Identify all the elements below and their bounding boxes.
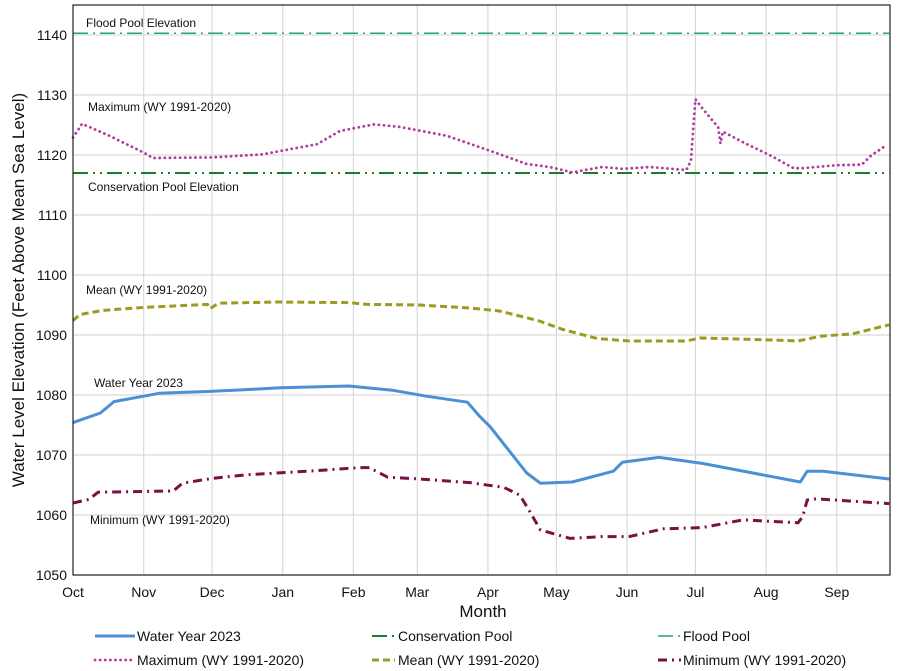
series-line-maximum-wy-1991-2020 xyxy=(71,97,889,174)
x-tick-label: Mar xyxy=(405,584,429,600)
y-tick-label: 1130 xyxy=(37,87,67,103)
y-tick-label: 1110 xyxy=(38,207,67,223)
x-tick-label: May xyxy=(543,584,569,600)
legend: Water Year 2023 Conservation Pool Flood … xyxy=(93,628,846,668)
x-tick-label: Dec xyxy=(200,584,225,600)
y-tick-label: 1070 xyxy=(36,447,67,463)
series-line-minimum-wy-1991-2020 xyxy=(72,466,890,540)
legend-label: Conservation Pool xyxy=(398,628,512,644)
annotation-water-year-2023: Water Year 2023 xyxy=(94,376,183,390)
y-tick-label: 1090 xyxy=(36,327,67,343)
x-tick-labels: Oct Nov Dec Jan Feb Mar Apr May Jun Jul Aug Sep xyxy=(62,584,849,600)
x-tick-label: Sep xyxy=(824,584,849,600)
y-axis-label: Water Level Elevation (Feet Above Mean S… xyxy=(9,93,28,487)
legend-item-minimum: Minimum (WY 1991-2020) xyxy=(658,652,846,668)
x-tick-label: Aug xyxy=(754,584,779,600)
series-line-mean-wy-1991-2020 xyxy=(72,300,890,343)
y-tick-label: 1100 xyxy=(37,267,67,283)
annotation-minimum: Minimum (WY 1991-2020) xyxy=(90,513,230,527)
plot-frame xyxy=(72,4,891,576)
legend-item-flood-pool: Flood Pool xyxy=(658,628,750,644)
x-tick-label: Jun xyxy=(616,584,639,600)
annotation-flood-pool: Flood Pool Elevation xyxy=(86,16,196,30)
legend-item-conservation-pool: Conservation Pool xyxy=(372,628,512,644)
annotation-mean: Mean (WY 1991-2020) xyxy=(86,283,207,297)
legend-label: Maximum (WY 1991-2020) xyxy=(137,652,304,668)
y-tick-label: 1060 xyxy=(36,507,67,523)
gridlines xyxy=(73,5,890,576)
legend-item-water-year-2023: Water Year 2023 xyxy=(95,628,241,644)
legend-label: Mean (WY 1991-2020) xyxy=(398,652,539,668)
y-tick-labels: 1050 1060 1070 1080 1090 1100 1110 1120 1130 1140 xyxy=(36,27,67,583)
y-tick-label: 1120 xyxy=(37,147,67,163)
x-axis-label: Month xyxy=(459,602,506,621)
legend-label: Water Year 2023 xyxy=(137,628,241,644)
x-tick-label: Jul xyxy=(686,584,704,600)
y-tick-label: 1080 xyxy=(36,387,67,403)
annotation-maximum: Maximum (WY 1991-2020) xyxy=(88,100,231,114)
x-tick-label: Oct xyxy=(62,584,84,600)
series-lines xyxy=(71,32,890,540)
series-line-water-year-2023 xyxy=(72,384,890,485)
x-tick-label: Feb xyxy=(341,584,365,600)
y-tick-label: 1050 xyxy=(36,567,67,583)
legend-item-maximum: Maximum (WY 1991-2020) xyxy=(93,652,304,668)
y-tick-label: 1140 xyxy=(37,27,67,43)
x-tick-label: Apr xyxy=(477,584,499,600)
legend-item-mean: Mean (WY 1991-2020) xyxy=(372,652,539,668)
x-tick-label: Jan xyxy=(271,584,294,600)
annotation-conservation-pool: Conservation Pool Elevation xyxy=(88,180,239,194)
x-tick-label: Nov xyxy=(131,584,156,600)
legend-label: Flood Pool xyxy=(683,628,750,644)
legend-label: Minimum (WY 1991-2020) xyxy=(683,652,846,668)
